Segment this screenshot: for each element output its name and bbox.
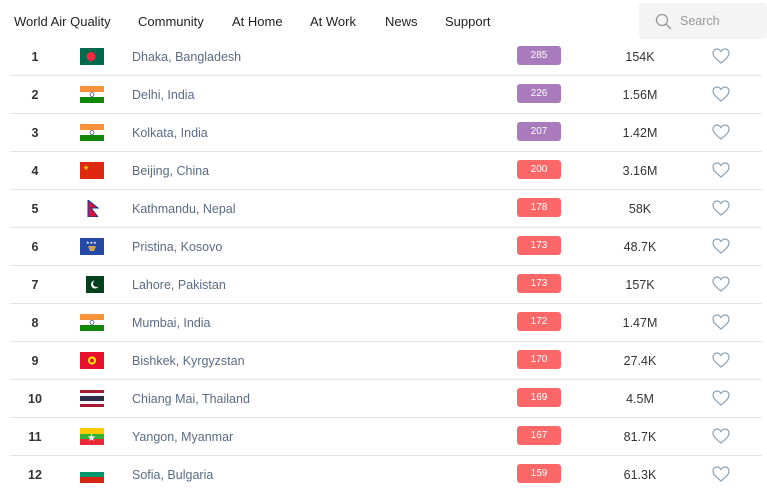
flag-india-icon: [80, 314, 104, 331]
heart-icon[interactable]: [712, 314, 730, 335]
table-row[interactable]: 12 Sofia, Bulgaria 159 61.3K: [10, 456, 762, 494]
flag-india-icon: [80, 124, 104, 141]
nav-support[interactable]: Support: [445, 14, 491, 29]
city-link[interactable]: Dhaka, Bangladesh: [132, 50, 242, 64]
rank: 1: [31, 50, 39, 64]
flag-bulgaria-icon: [80, 466, 104, 483]
rank: 10: [28, 392, 42, 406]
population: 27.4K: [623, 354, 657, 368]
flag-thailand-icon: [80, 390, 104, 407]
svg-text:★★★: ★★★: [86, 240, 97, 245]
rank: 5: [31, 202, 39, 216]
svg-text:★: ★: [87, 433, 96, 444]
population: 1.47M: [622, 316, 658, 330]
population: 157K: [625, 278, 655, 292]
rank: 4: [31, 164, 39, 178]
search-icon: [655, 13, 672, 30]
flag-kosovo-icon: ★★★: [80, 238, 104, 255]
aqi-badge: 173: [517, 274, 561, 293]
population: 1.42M: [622, 126, 658, 140]
flag-myanmar-icon: ★: [80, 428, 104, 445]
aqi-badge: 173: [517, 236, 561, 255]
nav-at-work[interactable]: At Work: [310, 14, 356, 29]
city-link[interactable]: Chiang Mai, Thailand: [132, 392, 250, 406]
table-row[interactable]: 2 Delhi, India 226 1.56M: [10, 76, 762, 114]
table-row[interactable]: 1 Dhaka, Bangladesh 285 154K: [10, 38, 762, 76]
population: 1.56M: [622, 88, 658, 102]
svg-text:★: ★: [83, 164, 89, 172]
aqi-badge: 159: [517, 464, 561, 483]
search-input[interactable]: Search: [639, 3, 767, 39]
heart-icon[interactable]: [712, 48, 730, 69]
heart-icon[interactable]: [712, 390, 730, 411]
population: 58K: [628, 202, 652, 216]
table-row[interactable]: 7 Lahore, Pakistan 173 157K: [10, 266, 762, 304]
aqi-badge: 207: [517, 122, 561, 141]
rank: 12: [28, 468, 42, 482]
flag-pakistan-icon: [80, 276, 104, 293]
city-link[interactable]: Bishkek, Kyrgyzstan: [132, 354, 245, 368]
table-row[interactable]: 3 Kolkata, India 207 1.42M: [10, 114, 762, 152]
aqi-badge: 226: [517, 84, 561, 103]
rank: 8: [31, 316, 39, 330]
aqi-badge: 200: [517, 160, 561, 179]
nav-at-home[interactable]: At Home: [232, 14, 283, 29]
heart-icon[interactable]: [712, 352, 730, 373]
city-link[interactable]: Sofia, Bulgaria: [132, 468, 214, 482]
heart-icon[interactable]: [712, 162, 730, 183]
table-row[interactable]: 6 ★★★ Pristina, Kosovo 173 48.7K: [10, 228, 762, 266]
city-link[interactable]: Yangon, Myanmar: [132, 430, 234, 444]
heart-icon[interactable]: [712, 466, 730, 487]
city-link[interactable]: Lahore, Pakistan: [132, 278, 226, 292]
aqi-badge: 172: [517, 312, 561, 331]
rank: 6: [31, 240, 39, 254]
table-row[interactable]: 5 Kathmandu, Nepal 178 58K: [10, 190, 762, 228]
nav-community[interactable]: Community: [138, 14, 204, 29]
rank: 9: [31, 354, 39, 368]
heart-icon[interactable]: [712, 428, 730, 449]
table-row[interactable]: 4 ★ Beijing, China 200 3.16M: [10, 152, 762, 190]
heart-icon[interactable]: [712, 238, 730, 259]
city-link[interactable]: Pristina, Kosovo: [132, 240, 223, 254]
aqi-badge: 169: [517, 388, 561, 407]
aqi-badge: 167: [517, 426, 561, 445]
flag-india-icon: [80, 86, 104, 103]
aqi-badge: 285: [517, 46, 561, 65]
population: 48.7K: [623, 240, 657, 254]
rank: 11: [28, 430, 42, 444]
table-row[interactable]: 10 Chiang Mai, Thailand 169 4.5M: [10, 380, 762, 418]
table-row[interactable]: 8 Mumbai, India 172 1.47M: [10, 304, 762, 342]
population: 4.5M: [626, 392, 654, 406]
search-placeholder: Search: [680, 14, 720, 28]
rank: 2: [31, 88, 39, 102]
heart-icon[interactable]: [712, 200, 730, 221]
city-link[interactable]: Delhi, India: [132, 88, 195, 102]
aqi-badge: 178: [517, 198, 561, 217]
rank: 7: [31, 278, 39, 292]
flag-china-icon: ★: [80, 162, 104, 179]
nav-world-air-quality[interactable]: World Air Quality: [14, 14, 111, 29]
flag-kyrgyzstan-icon: [80, 352, 104, 369]
population: 3.16M: [622, 164, 658, 178]
city-link[interactable]: Beijing, China: [132, 164, 210, 178]
nav-news[interactable]: News: [385, 14, 418, 29]
city-ranking-table: 1 Dhaka, Bangladesh 285 154K 2 Delhi, In…: [0, 38, 767, 494]
heart-icon[interactable]: [712, 276, 730, 297]
population: 61.3K: [623, 468, 657, 482]
population: 81.7K: [623, 430, 657, 444]
top-nav: World Air Quality Community At Home At W…: [0, 0, 767, 40]
city-link[interactable]: Mumbai, India: [132, 316, 211, 330]
aqi-badge: 170: [517, 350, 561, 369]
heart-icon[interactable]: [712, 86, 730, 107]
city-link[interactable]: Kolkata, India: [132, 126, 208, 140]
table-row[interactable]: 9 Bishkek, Kyrgyzstan 170 27.4K: [10, 342, 762, 380]
rank: 3: [31, 126, 39, 140]
city-link[interactable]: Kathmandu, Nepal: [132, 202, 236, 216]
flag-nepal-icon: [80, 200, 104, 217]
flag-bangladesh-icon: [80, 48, 104, 65]
heart-icon[interactable]: [712, 124, 730, 145]
population: 154K: [625, 50, 655, 64]
table-row[interactable]: 11 ★ Yangon, Myanmar 167 81.7K: [10, 418, 762, 456]
